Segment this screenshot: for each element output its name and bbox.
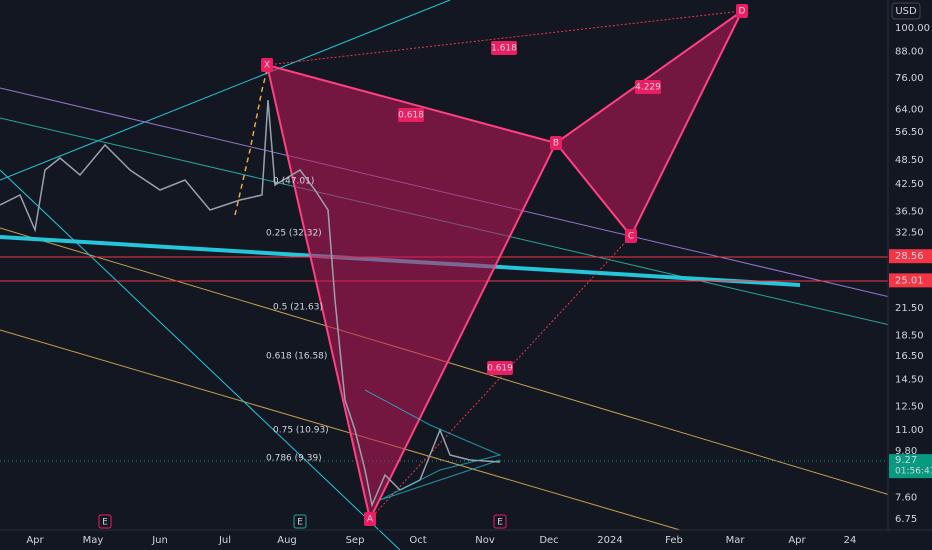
drawings: [0, 0, 891, 550]
price-label: 56.50: [895, 127, 924, 138]
fib-label: 0.786 (9.39): [266, 454, 322, 464]
price-tag: [889, 273, 932, 288]
time-label: Dec: [539, 535, 558, 546]
time-label: Nov: [475, 535, 495, 546]
event-marker: [493, 514, 507, 529]
time-label: Apr: [788, 535, 806, 546]
price-label: 36.50: [895, 207, 924, 218]
countdown: 01:56:41: [895, 467, 932, 477]
price-label: 88.00: [895, 46, 924, 57]
price-label: 16.50: [895, 351, 924, 362]
price-label: 42.50: [895, 179, 924, 190]
time-label: Apr: [26, 535, 44, 546]
price-label: 64.00: [895, 104, 924, 115]
ratio-label: 4.229: [635, 83, 661, 93]
fib-label: 0.25 (32.32): [266, 229, 322, 239]
pattern-point: [550, 136, 562, 150]
pattern-point: [625, 229, 637, 243]
last-price-tag: [889, 454, 932, 479]
ratio-label: 0.619: [487, 364, 513, 374]
pattern-point-label: X: [264, 61, 270, 71]
trend-line: [0, 169, 401, 550]
ratio-box: [398, 108, 424, 122]
fib-label: 0.5 (21.63): [273, 303, 323, 313]
price-label: 76.00: [895, 73, 924, 84]
event-marker: [98, 514, 112, 529]
pattern-point: [736, 4, 748, 18]
price-label: 18.50: [895, 330, 924, 341]
price-tag-label: 28.56: [895, 251, 924, 262]
ratio-box: [487, 361, 513, 375]
event-label: E: [102, 518, 108, 528]
trend-line: [0, 329, 681, 531]
pattern-point: [261, 58, 273, 72]
price-label: 6.75: [895, 514, 917, 525]
price-axis: [888, 0, 932, 530]
trend-line: [0, 0, 451, 181]
price-tag-label: 25.01: [895, 275, 924, 286]
projection: [234, 69, 268, 216]
price-label: 48.50: [895, 155, 924, 166]
price-tag: [889, 249, 932, 264]
time-label: Feb: [665, 535, 683, 546]
price-label: 9.80: [895, 446, 917, 457]
time-label: Mar: [726, 535, 746, 546]
pattern-point-label: C: [628, 232, 634, 242]
price-label: 100.00: [895, 23, 930, 34]
event-label: E: [297, 518, 303, 528]
time-label: 24: [844, 535, 857, 546]
time-label: Oct: [409, 535, 426, 546]
fib-label: 0 (47.01): [273, 177, 314, 187]
price-label: 7.60: [895, 492, 917, 503]
price-label: 14.50: [895, 375, 924, 386]
currency-button[interactable]: [891, 2, 921, 20]
fib-label: 0.75 (10.93): [273, 426, 329, 436]
pattern-point-label: A: [367, 515, 374, 525]
ratio-label: 0.618: [398, 111, 424, 121]
price-label: 11.00: [895, 425, 924, 436]
time-label: 2024: [597, 535, 622, 546]
ratio-line: [369, 235, 632, 520]
price-label: 32.50: [895, 228, 924, 239]
time-label: Jun: [151, 535, 168, 546]
ratio-box: [491, 41, 517, 55]
ratio-box: [635, 80, 661, 94]
currency[interactable]: USD: [895, 6, 917, 17]
pattern-xab: [265, 63, 558, 522]
time-label: May: [83, 535, 104, 546]
pattern-point-label: D: [739, 7, 746, 17]
last-price: 9.27: [895, 455, 917, 466]
pattern-point-label: B: [553, 139, 559, 149]
wedge: [364, 389, 502, 501]
time-label: Aug: [277, 535, 297, 546]
ratio-label: 1.618: [491, 44, 517, 54]
time-label: Jul: [218, 535, 231, 546]
event-label: E: [497, 518, 503, 528]
time-label: Sep: [346, 535, 365, 546]
fib-label: 0.618 (16.58): [266, 352, 327, 362]
pattern-point: [364, 512, 376, 526]
event-marker: [293, 514, 307, 529]
price-label: 12.50: [895, 402, 924, 413]
price-label: 21.50: [895, 303, 924, 314]
pattern-bcd: [554, 10, 743, 238]
